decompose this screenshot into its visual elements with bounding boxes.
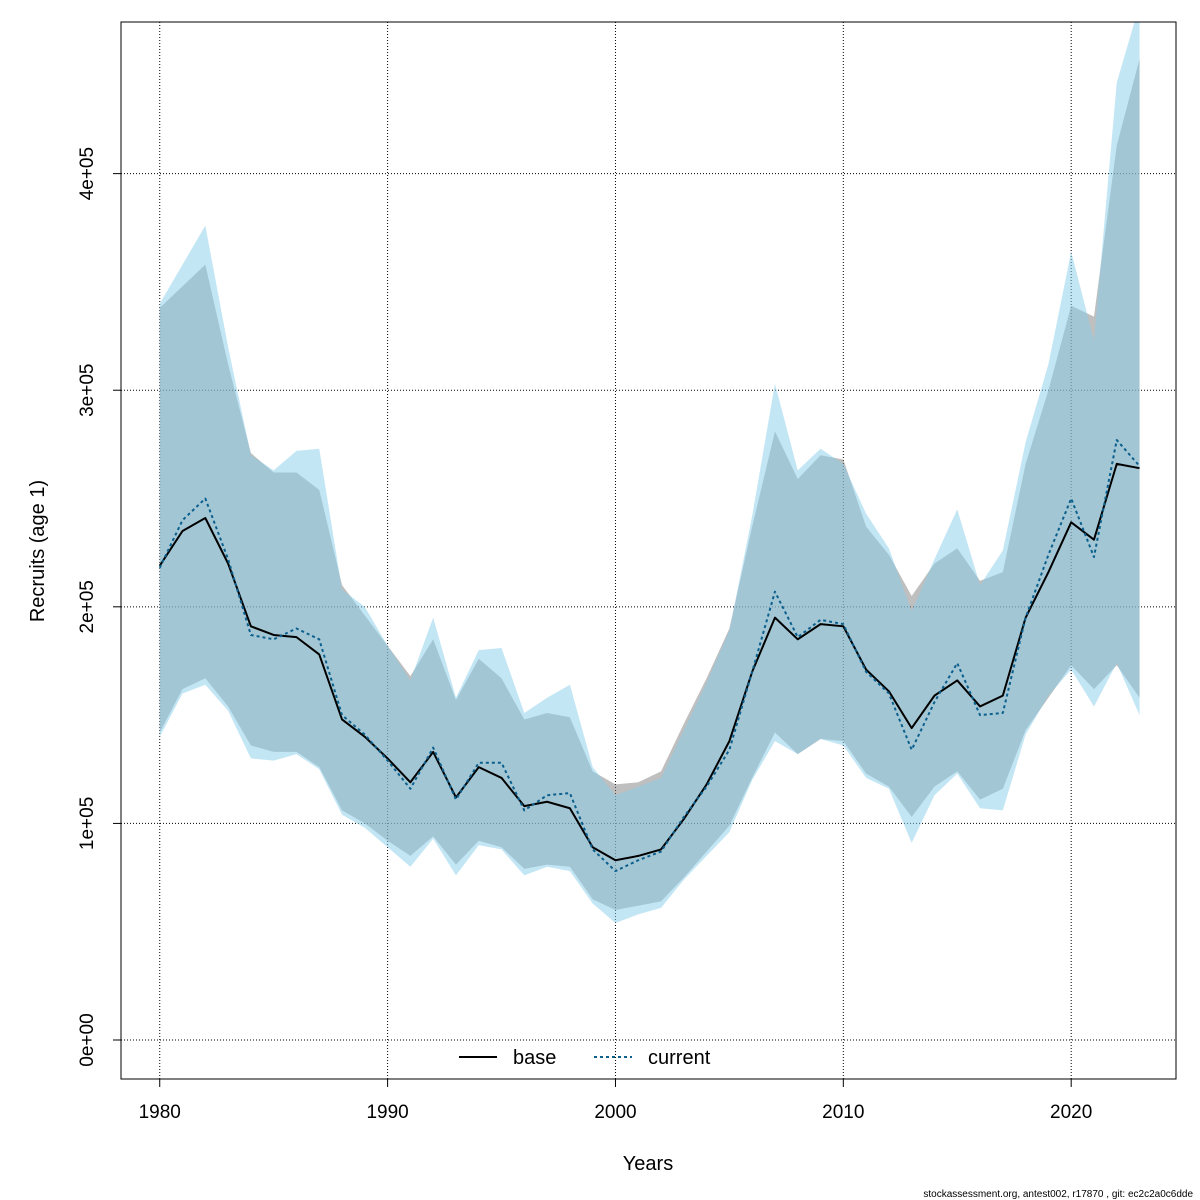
x-axis: 1980 1990 2000 2010 2020: [139, 1079, 1092, 1123]
x-tick-label: 2000: [594, 1102, 636, 1123]
footer-credit: stockassessment.org, antest002, r17870 ,…: [923, 1189, 1193, 1200]
x-tick-label: 2020: [1050, 1102, 1092, 1123]
series-lines: [158, 439, 1141, 873]
band-current: [159, 22, 1140, 924]
legend: base current: [459, 1047, 711, 1069]
y-axis-title: Recruits (age 1): [27, 480, 49, 622]
y-tick-label: 1e+05: [77, 797, 98, 850]
y-tick-label: 4e+05: [77, 147, 98, 200]
x-axis-title: Years: [623, 1153, 673, 1175]
line-current: [158, 439, 1141, 873]
confidence-bands: [159, 22, 1140, 924]
line-base: [158, 462, 1140, 862]
x-tick-label: 1980: [139, 1102, 181, 1123]
y-axis: 0e+00 1e+05 2e+05 3e+05 4e+05: [77, 147, 121, 1067]
x-tick-label: 2010: [822, 1102, 864, 1123]
y-tick-label: 3e+05: [77, 364, 98, 417]
plot-frame: [120, 21, 1177, 1080]
x-tick-label: 1990: [366, 1102, 408, 1123]
y-tick-label: 0e+00: [77, 1013, 98, 1066]
y-tick-label: 2e+05: [77, 580, 98, 633]
legend-current-label: current: [648, 1047, 711, 1069]
legend-base-label: base: [513, 1047, 556, 1069]
